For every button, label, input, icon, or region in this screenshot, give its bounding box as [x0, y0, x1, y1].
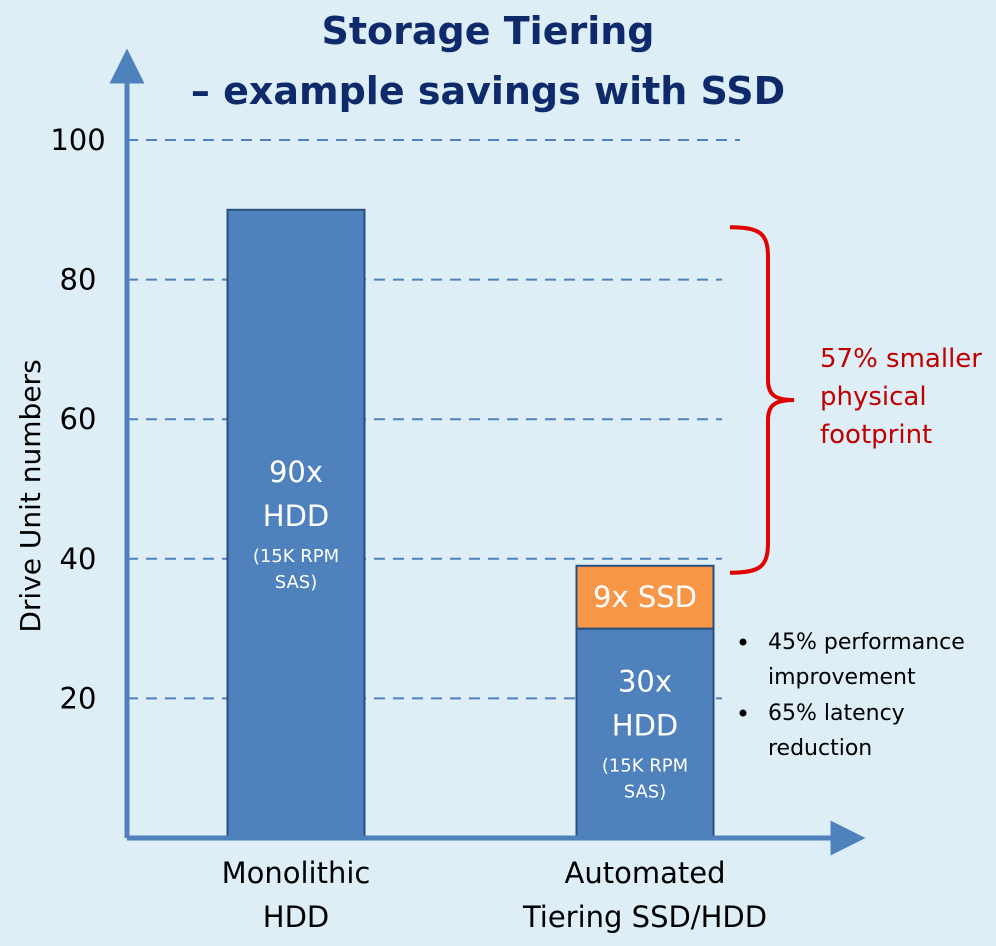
bar-2-label-1: 9x SSD: [593, 580, 697, 614]
bar-1-seg-1-label-2: HDD: [263, 499, 329, 533]
category-label-2-line-2: Tiering SSD/HDD: [522, 900, 767, 934]
y-tick-label-40: 40: [60, 542, 97, 576]
y-axis-label: Drive Unit numbers: [14, 359, 47, 632]
bar-2-segment-1: [575, 627, 715, 839]
bar-2-seg-1-sublabel-2: SAS): [624, 781, 667, 802]
category-labels: Monolithic HDD Automated Tiering SSD/HDD: [222, 856, 767, 934]
category-label-2-line-1: Automated: [565, 856, 726, 890]
axes: [109, 48, 866, 856]
bullet-2-line-2: reduction: [768, 736, 872, 761]
chart-title: Storage Tiering – example savings with SS…: [191, 9, 785, 113]
annotations: 57% smaller physical footprint 45% performa…: [729, 225, 982, 761]
brace-text-line-2: physical: [820, 382, 927, 412]
category-label-1-line-2: HDD: [263, 900, 329, 934]
bullet-dot-1: [739, 638, 747, 646]
y-tick-label-20: 20: [60, 681, 97, 715]
bar-2-segment-2: [575, 564, 715, 630]
bar-2-seg-1-sublabel-1: (15K RPM: [602, 755, 688, 776]
brace-text-line-1: 57% smaller: [820, 344, 982, 374]
bullet-2-line-1: 65% latency: [768, 701, 905, 726]
bar-1-segment-1: [226, 208, 366, 840]
title-line-2: – example savings with SSD: [191, 69, 785, 113]
bullet-1-line-1: 45% performance: [768, 630, 965, 655]
brace-text-line-3: footprint: [820, 420, 932, 450]
y-tick-labels: 20 40 60 80 100 Drive Unit numbers: [14, 123, 106, 715]
y-tick-label-80: 80: [60, 263, 97, 297]
bullet-1-line-2: improvement: [768, 665, 916, 690]
y-tick-label-60: 60: [60, 402, 97, 436]
bar-1-seg-1-sublabel-2: SAS): [275, 572, 318, 593]
category-label-1-line-1: Monolithic: [222, 856, 371, 890]
bars: 90x HDD (15K RPM SAS) 30x HDD (15K RPM SAS) 9x S…: [226, 208, 715, 840]
title-line-1: Storage Tiering: [322, 9, 655, 53]
bullet-dot-2: [739, 709, 747, 717]
y-tick-label-100: 100: [50, 123, 105, 157]
bar-1-seg-1-label-1: 90x: [269, 455, 323, 489]
brace: [729, 225, 795, 575]
bar-1-seg-1-sublabel-1: (15K RPM: [253, 546, 339, 567]
bar-2-seg-1-label-1: 30x: [618, 664, 672, 698]
bar-2-seg-1-label-2: HDD: [612, 708, 678, 742]
